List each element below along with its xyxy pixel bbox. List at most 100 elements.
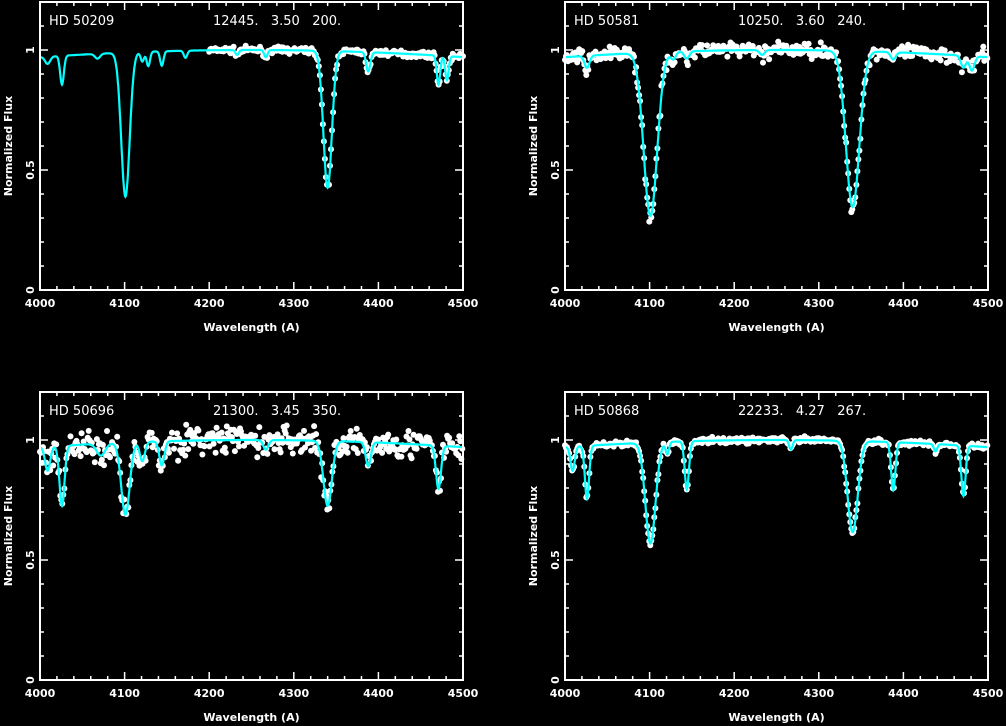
x-tick-label: 4200	[719, 687, 750, 700]
observed-point	[98, 456, 105, 463]
x-axis-title: Wavelength (A)	[203, 321, 299, 334]
y-tick-label: 1	[549, 46, 562, 54]
observed-point	[183, 421, 190, 428]
observed-point	[406, 436, 413, 443]
observed-point	[252, 432, 259, 439]
y-tick-label: 0	[549, 676, 562, 684]
observed-point	[213, 424, 220, 431]
model-spectrum-line	[40, 48, 463, 199]
model-spectrum-line	[565, 48, 988, 218]
x-axis-title: Wavelength (A)	[203, 711, 299, 724]
observed-point	[783, 42, 790, 49]
observed-point	[607, 55, 614, 62]
panel-4: 4000 4100 4200 4300 4400 4500 0 0.5 1 Wavelength …	[527, 391, 1004, 724]
observed-point	[849, 206, 856, 213]
y-tick-label: 0	[549, 286, 562, 294]
observed-spectrum	[562, 433, 991, 549]
observed-point	[684, 62, 691, 69]
observed-point	[937, 57, 944, 64]
x-tick-label: 4500	[973, 687, 1004, 700]
observed-point	[385, 431, 392, 438]
observed-point	[456, 433, 463, 440]
observed-point	[50, 462, 57, 469]
observed-point	[343, 443, 350, 450]
observed-point	[230, 43, 237, 50]
observed-point	[817, 39, 824, 46]
x-axis-title: Wavelength (A)	[728, 321, 824, 334]
observed-point	[289, 450, 296, 457]
x-tick-label: 4500	[448, 297, 479, 310]
observed-point	[363, 444, 370, 451]
x-tick-label: 4300	[803, 687, 834, 700]
observed-spectrum	[37, 421, 466, 517]
observed-point	[174, 430, 181, 437]
observed-point	[408, 455, 415, 462]
observed-point	[340, 435, 347, 442]
observed-point	[185, 446, 192, 453]
observed-point	[107, 454, 113, 461]
panel-3: 4000 4100 4200 4300 4400 4500 0 0.5 1 Wavelength …	[2, 391, 479, 724]
observed-point	[446, 434, 453, 441]
observed-point	[236, 443, 242, 450]
observed-point	[312, 444, 319, 451]
y-tick-label: 0	[24, 286, 37, 294]
observed-point	[190, 440, 197, 447]
observed-point	[302, 444, 308, 451]
observed-point	[909, 52, 916, 59]
observed-point	[77, 453, 84, 460]
x-tick-label: 4300	[278, 297, 309, 310]
observed-point	[736, 53, 743, 60]
observed-point	[148, 429, 155, 436]
y-tick-label: 0.5	[24, 160, 37, 180]
x-tick-label: 4100	[109, 297, 140, 310]
observed-point	[231, 448, 238, 455]
x-tick-label: 4200	[719, 297, 750, 310]
observed-point	[93, 436, 100, 443]
observed-point	[379, 449, 386, 456]
observed-point	[201, 443, 208, 450]
x-tick-label: 4400	[888, 687, 919, 700]
observed-point	[255, 445, 262, 451]
observed-point	[344, 449, 351, 456]
panel-parameters: 21300. 3.45 350.	[213, 404, 341, 419]
x-tick-label: 4100	[634, 687, 665, 700]
observed-point	[78, 430, 85, 437]
y-tick-label: 0	[24, 676, 37, 684]
x-tick-label: 4100	[634, 297, 665, 310]
observed-point	[824, 53, 831, 60]
observed-point	[165, 449, 172, 456]
observed-point	[256, 424, 263, 431]
observed-point	[449, 440, 456, 447]
x-tick-label: 4500	[448, 687, 479, 700]
observed-point	[131, 439, 138, 445]
observed-point	[187, 426, 194, 433]
panel-star-name: HD 50868	[574, 404, 639, 419]
x-tick-label: 4000	[25, 687, 56, 700]
model-spectrum-line	[565, 438, 988, 545]
x-tick-label: 4400	[363, 687, 394, 700]
panel-star-name: HD 50209	[49, 14, 114, 29]
panel-1: 4000 4100 4200 4300 4400 4500 0 0.5 1 Wavelength …	[2, 1, 479, 334]
observed-point	[218, 429, 225, 436]
observed-point	[114, 433, 121, 440]
observed-point	[274, 431, 281, 438]
observed-point	[347, 428, 354, 434]
observed-point	[353, 425, 360, 432]
observed-point	[67, 433, 74, 440]
y-axis-title: Normalized Flux	[527, 96, 540, 196]
x-tick-label: 4000	[550, 297, 581, 310]
observed-point	[393, 436, 400, 443]
model-spectrum-line	[39, 438, 463, 517]
observed-point	[766, 56, 773, 63]
observed-point	[313, 431, 320, 438]
observed-point	[410, 431, 417, 438]
observed-point	[101, 462, 107, 469]
observed-point	[760, 59, 766, 66]
observed-point	[980, 43, 987, 50]
y-axis-title: Normalized Flux	[2, 96, 15, 196]
observed-point	[85, 427, 92, 434]
y-axis-title: Normalized Flux	[2, 486, 15, 586]
observed-point	[180, 446, 187, 453]
observed-point	[264, 450, 271, 457]
